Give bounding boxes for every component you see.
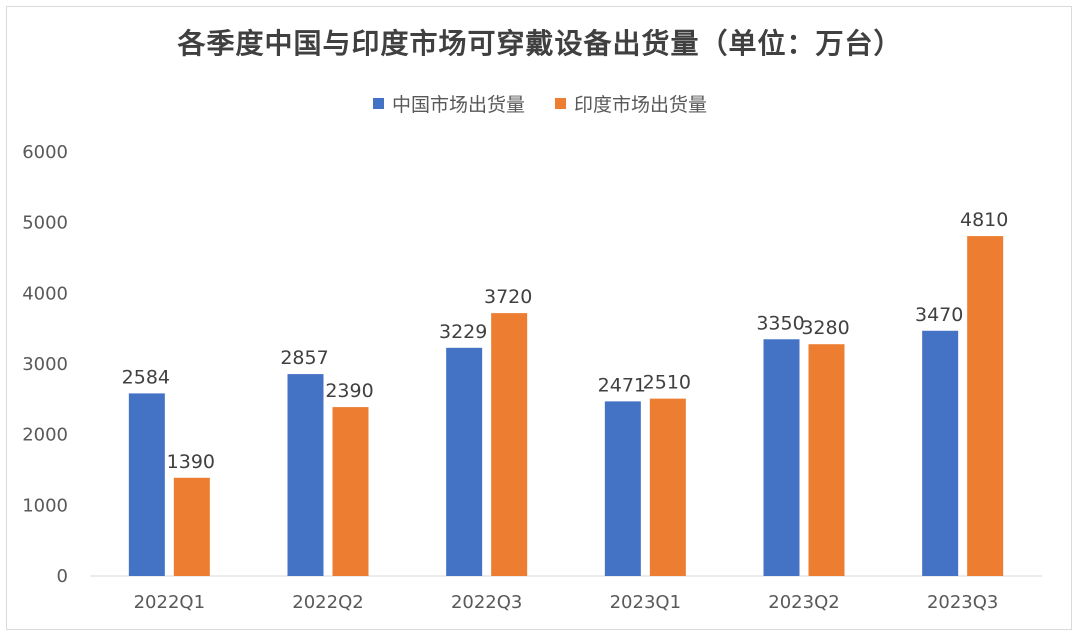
data-label-india: 4810 [960,209,1008,231]
y-tick-label: 4000 [22,283,68,304]
legend-item-india: 印度市场出货量 [555,90,707,117]
y-tick-label: 3000 [22,354,68,375]
data-label-india: 1390 [167,451,215,473]
data-label-china: 3229 [439,321,487,343]
y-tick-label: 2000 [22,425,68,446]
legend-label-china: 中国市场出货量 [391,94,525,116]
data-label-india: 3280 [801,317,849,339]
y-tick-label: 0 [57,566,68,587]
x-tick-label: 2023Q2 [768,592,839,613]
bar-india [967,236,1004,577]
data-label-india: 2510 [643,372,691,394]
x-tick-label: 2023Q3 [927,592,998,613]
bar-china [287,374,324,576]
legend-item-china: 中国市场出货量 [372,90,525,117]
bar-china [922,330,959,576]
data-label-india: 3720 [484,286,532,308]
data-label-china: 3350 [756,312,804,334]
bar-china [446,347,483,576]
x-tick-label: 2022Q2 [292,592,363,613]
x-tick-label: 2022Q3 [451,592,522,613]
data-label-china: 3470 [915,304,963,326]
data-label-china: 2857 [280,347,328,369]
bar-china [763,339,800,576]
data-label-india: 2390 [325,380,373,402]
legend-swatch-china [372,98,384,109]
legend-swatch-india [555,98,566,109]
bar-india [808,344,845,576]
bar-india [649,398,686,576]
chart-title: 各季度中国与印度市场可穿戴设备出货量（单位：万台） [177,27,903,60]
y-tick-label: 5000 [22,213,68,234]
bar-china [604,401,641,576]
chart-legend: 中国市场出货量 印度市场出货量 [0,90,1080,117]
bar-china [128,393,165,576]
data-label-china: 2584 [122,366,170,388]
data-label-china: 2471 [598,374,646,396]
x-tick-label: 2023Q1 [610,592,681,613]
bar-india [173,477,210,576]
legend-label-india: 印度市场出货量 [574,94,708,116]
x-tick-label: 2022Q1 [134,592,205,613]
y-tick-label: 1000 [22,495,68,516]
bar-india [491,313,528,576]
bar-india [332,407,369,576]
y-tick-label: 6000 [22,142,68,163]
